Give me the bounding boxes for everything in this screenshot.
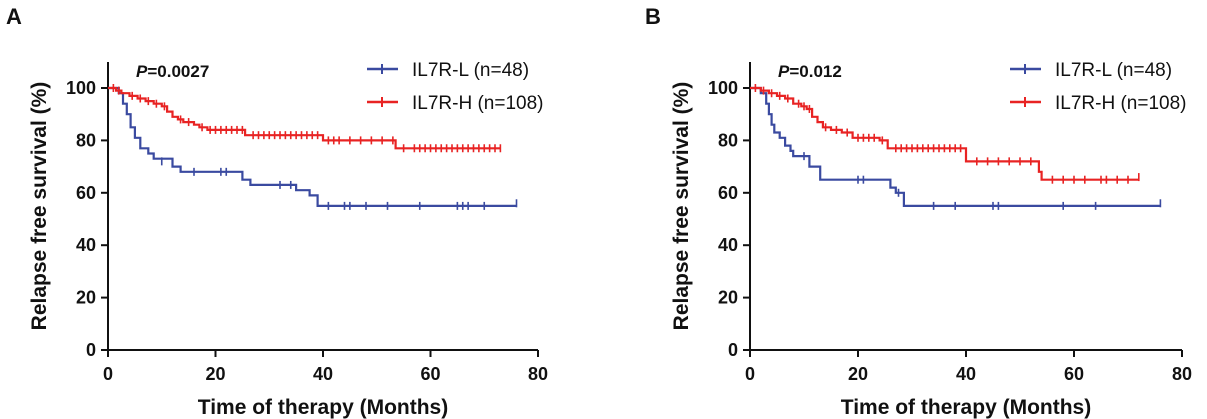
series-line-low-b [750,86,1161,207]
series-line-high-a [108,86,501,150]
y-tick-label-20: 20 [718,288,738,308]
x-tick-label-0: 0 [103,364,113,384]
y-axis-title-b: Relapse free survival (%) [670,82,693,331]
series-line-low-a [108,86,517,207]
y-tick-label-40: 40 [76,235,96,255]
y-tick-label-100: 100 [708,78,738,98]
x-axis-title-b: Time of therapy (Months) [841,396,1091,419]
series-line-high-b [750,86,1139,181]
y-tick-label-0: 0 [728,340,738,360]
p-symbol-b: P [778,62,790,81]
y-axis-title-a: Relapse free survival (%) [28,82,51,331]
panel-label-b: B [645,4,661,29]
p-value-a: =0.0027 [147,62,209,81]
legend-a: IL7R-L (n=48) IL7R-H (n=108) [367,60,543,114]
y-tick-label-60: 60 [76,183,96,203]
y-tick-label-40: 40 [718,235,738,255]
axis-ticks-a: 0 20 40 60 80 0 20 40 60 80 100 [66,78,548,384]
legend-label-high-a: IL7R-H (n=108) [412,93,543,114]
series-group-b [750,84,1162,210]
y-tick-label-80: 80 [76,130,96,150]
axis-ticks-b: 0 20 40 60 80 0 20 40 60 80 100 [708,78,1192,384]
x-tick-label-0: 0 [745,364,755,384]
p-value-annotation-b: P=0.012 [778,62,842,81]
legend-label-low-a: IL7R-L (n=48) [412,60,529,81]
series-group-a [108,84,518,210]
x-tick-label-20: 20 [205,364,225,384]
x-tick-label-80: 80 [528,364,548,384]
p-value-annotation-a: P=0.0027 [136,62,209,81]
y-tick-label-60: 60 [718,183,738,203]
p-symbol-a: P [136,62,148,81]
km-panel-a: A 0 20 40 60 80 0 20 40 60 80 100 Time of therapy … [6,4,548,419]
x-axis-title-a: Time of therapy (Months) [198,396,448,419]
y-tick-label-20: 20 [76,288,96,308]
x-tick-label-60: 60 [1064,364,1084,384]
y-tick-label-80: 80 [718,130,738,150]
km-panel-b: B 0 20 40 60 80 0 20 40 60 80 100 Time of therapy … [645,4,1192,419]
x-tick-label-40: 40 [313,364,333,384]
x-tick-label-40: 40 [956,364,976,384]
p-value-b: =0.012 [789,62,841,81]
x-tick-label-60: 60 [420,364,440,384]
legend-label-high-b: IL7R-H (n=108) [1055,93,1186,114]
panel-label-a: A [6,4,22,29]
legend-label-low-b: IL7R-L (n=48) [1055,60,1172,81]
x-tick-label-80: 80 [1172,364,1192,384]
x-tick-label-20: 20 [848,364,868,384]
y-tick-label-0: 0 [86,340,96,360]
y-tick-label-100: 100 [66,78,96,98]
legend-b: IL7R-L (n=48) IL7R-H (n=108) [1010,60,1186,114]
